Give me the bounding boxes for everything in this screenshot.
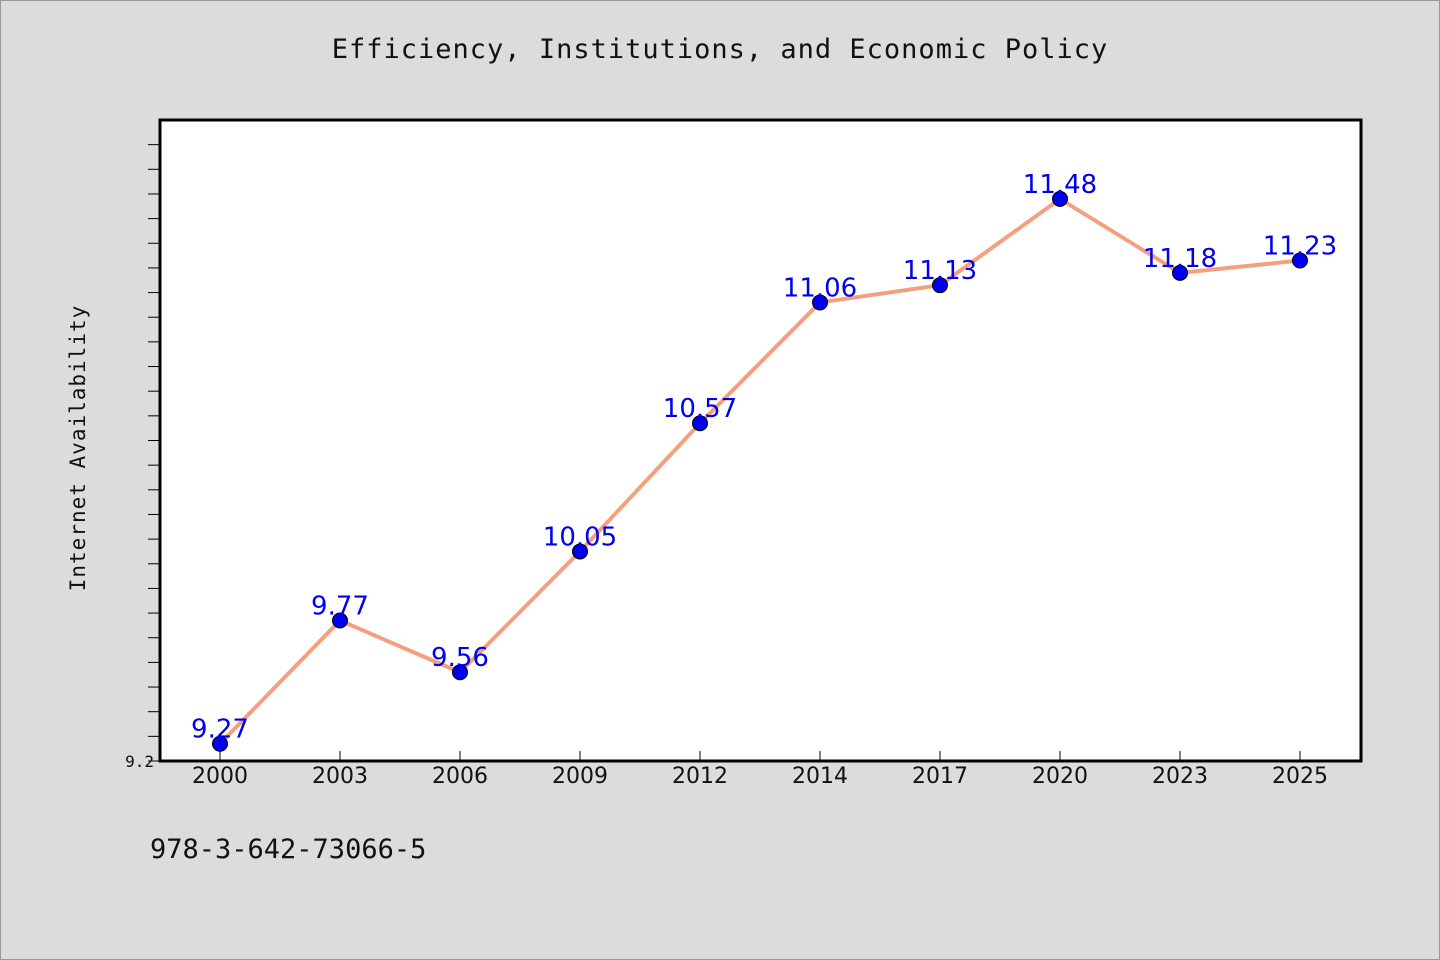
- data-label: 10.57: [663, 394, 737, 424]
- data-label: 11.48: [1023, 170, 1097, 200]
- data-point: [932, 277, 948, 294]
- x-tick-label: 2003: [312, 764, 368, 789]
- x-tick-label: 2025: [1272, 764, 1328, 789]
- series-layer: [212, 190, 1308, 752]
- data-label: 11.06: [783, 273, 857, 303]
- x-tick-label: 2006: [432, 764, 488, 789]
- data-label: 10.05: [543, 522, 617, 552]
- x-tick-label: 2017: [912, 764, 968, 789]
- data-label: 9.77: [311, 591, 369, 621]
- data-point: [692, 415, 708, 432]
- data-point: [452, 664, 468, 681]
- data-label: 11.23: [1263, 232, 1337, 262]
- chart-title: Efficiency, Institutions, and Economic P…: [331, 34, 1109, 65]
- data-point: [812, 294, 828, 311]
- y-axis-ticks: 9.2: [125, 144, 160, 771]
- x-tick-label: 2014: [792, 764, 848, 789]
- x-tick-label: 2009: [552, 764, 608, 789]
- x-tick-label: 2000: [192, 764, 248, 789]
- plot-area: [158, 118, 1363, 763]
- data-label: 11.13: [903, 256, 977, 286]
- data-point: [332, 612, 348, 629]
- x-tick-label: 2012: [672, 764, 728, 789]
- data-point: [1172, 264, 1188, 281]
- x-tick-label: 2023: [1152, 764, 1208, 789]
- data-point: [1292, 252, 1308, 269]
- data-point: [212, 735, 228, 752]
- y-tick-label: 9.2: [125, 752, 154, 771]
- data-label: 9.27: [191, 715, 249, 745]
- data-point: [1052, 190, 1068, 207]
- data-labels: 9.27 9.77 9.56 10.05 10.57 11.06 11.13 11.48 11.…: [191, 170, 1337, 745]
- x-axis-ticks: 2000 2003 2006 2009 2012 2014 2017 2020 2023 2025: [192, 751, 1328, 789]
- data-point: [572, 543, 588, 560]
- data-label: 9.56: [431, 643, 489, 673]
- data-label: 11.18: [1143, 244, 1217, 274]
- x-tick-label: 2020: [1032, 764, 1088, 789]
- series-line: [218, 196, 1301, 746]
- isbn-text: 978-3-642-73066-5: [150, 834, 427, 865]
